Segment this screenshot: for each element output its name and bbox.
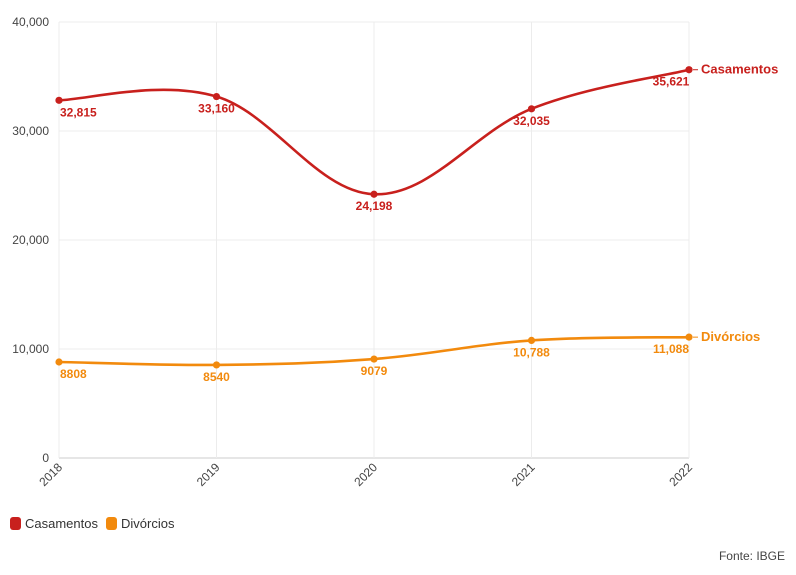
- data-label-casamentos: 33,160: [198, 102, 235, 116]
- x-tick-label: 2019: [194, 460, 223, 489]
- x-axis: 2018 2019 2020 2021 2022: [36, 460, 695, 489]
- data-point-divorcios[interactable]: [55, 358, 63, 366]
- data-label-casamentos: 24,198: [356, 199, 393, 213]
- data-label-casamentos: 32,815: [60, 105, 97, 119]
- data-point-divorcios[interactable]: [370, 355, 378, 363]
- data-label-divorcios: 8808: [60, 367, 87, 381]
- y-tick-label: 0: [42, 451, 49, 465]
- legend-swatch-casamentos: [10, 517, 21, 530]
- legend-label-divorcios: Divórcios: [120, 516, 175, 531]
- data-point-casamentos[interactable]: [55, 96, 63, 104]
- x-tick-label: 2020: [351, 460, 380, 489]
- data-point-divorcios[interactable]: [212, 361, 221, 369]
- data-point-divorcios[interactable]: [527, 336, 536, 345]
- x-tick-label: 2021: [509, 460, 538, 489]
- series-group: 32,815 33,160 24,198 32,035 35,621 Casamentos…: [55, 62, 778, 384]
- y-axis: 0 10,000 20,000 30,000 40,000: [12, 15, 49, 465]
- data-label-divorcios: 11,088: [653, 342, 689, 356]
- data-label-divorcios: 9079: [361, 364, 388, 378]
- data-label-divorcios: 8540: [203, 370, 230, 384]
- data-label-divorcios: 10,788: [513, 345, 550, 359]
- legend-label-casamentos: Casamentos: [25, 516, 98, 531]
- legend: Casamentos Divórcios: [10, 516, 174, 531]
- legend-item-divorcios[interactable]: Divórcios: [105, 516, 175, 531]
- data-point-casamentos[interactable]: [527, 105, 536, 113]
- end-label-casamentos: Casamentos: [701, 62, 778, 77]
- data-point-casamentos[interactable]: [212, 92, 221, 101]
- source-note: Fonte: IBGE: [718, 549, 785, 563]
- legend-item-casamentos[interactable]: Casamentos: [10, 516, 98, 531]
- data-label-casamentos: 32,035: [513, 114, 550, 128]
- y-tick-label: 40,000: [12, 15, 49, 29]
- data-point-casamentos[interactable]: [685, 66, 693, 74]
- data-point-casamentos[interactable]: [370, 190, 378, 198]
- data-point-divorcios[interactable]: [685, 333, 693, 341]
- y-tick-label: 20,000: [12, 233, 49, 247]
- end-label-divorcios: Divórcios: [701, 329, 760, 344]
- x-tick-label: 2018: [36, 460, 65, 489]
- gridlines: [58, 21, 690, 459]
- y-tick-label: 10,000: [12, 342, 49, 356]
- x-tick-label: 2022: [666, 460, 695, 489]
- data-label-casamentos: 35,621: [653, 75, 690, 89]
- y-tick-label: 30,000: [12, 124, 49, 138]
- legend-swatch-divorcios: [105, 517, 117, 530]
